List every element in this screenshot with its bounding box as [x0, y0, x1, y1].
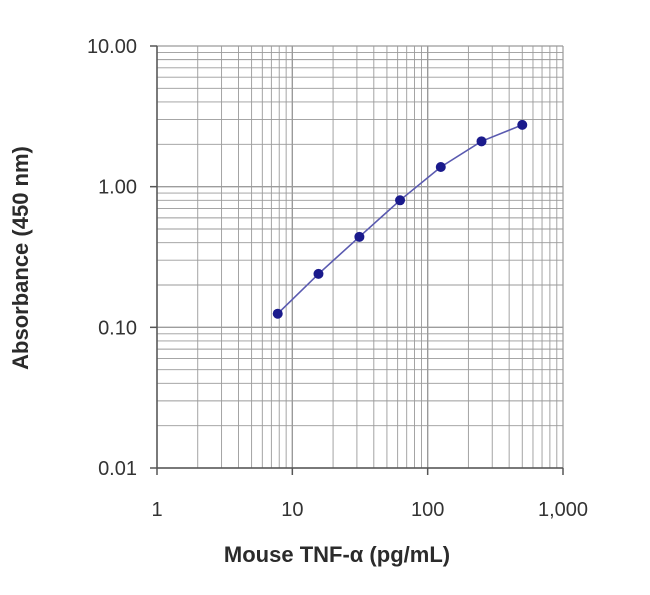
axes: [150, 45, 564, 475]
y-tick-label: 1.00: [98, 177, 137, 199]
x-axis-title: Mouse TNF-α (pg/mL): [224, 542, 450, 567]
data-point: [313, 268, 324, 279]
tick-labels: 1 10 100 1,000 10.00 1.00 0.10 0.01: [87, 36, 588, 521]
x-tick-label: 100: [411, 499, 444, 521]
y-tick-label: 0.10: [98, 317, 137, 339]
y-axis-title: Absorbance (450 nm): [8, 146, 33, 370]
data-series: [272, 119, 528, 319]
data-point: [395, 195, 406, 206]
y-tick-label: 0.01: [98, 458, 137, 480]
grid: [156, 45, 564, 469]
y-tick-label: 10.00: [87, 36, 137, 58]
data-point: [435, 161, 446, 172]
data-point: [354, 231, 365, 242]
data-point: [476, 136, 487, 147]
x-tick-label: 1: [151, 499, 162, 521]
x-tick-label: 1,000: [538, 499, 588, 521]
x-tick-label: 10: [281, 499, 303, 521]
data-point: [272, 308, 283, 319]
data-point: [517, 119, 528, 130]
